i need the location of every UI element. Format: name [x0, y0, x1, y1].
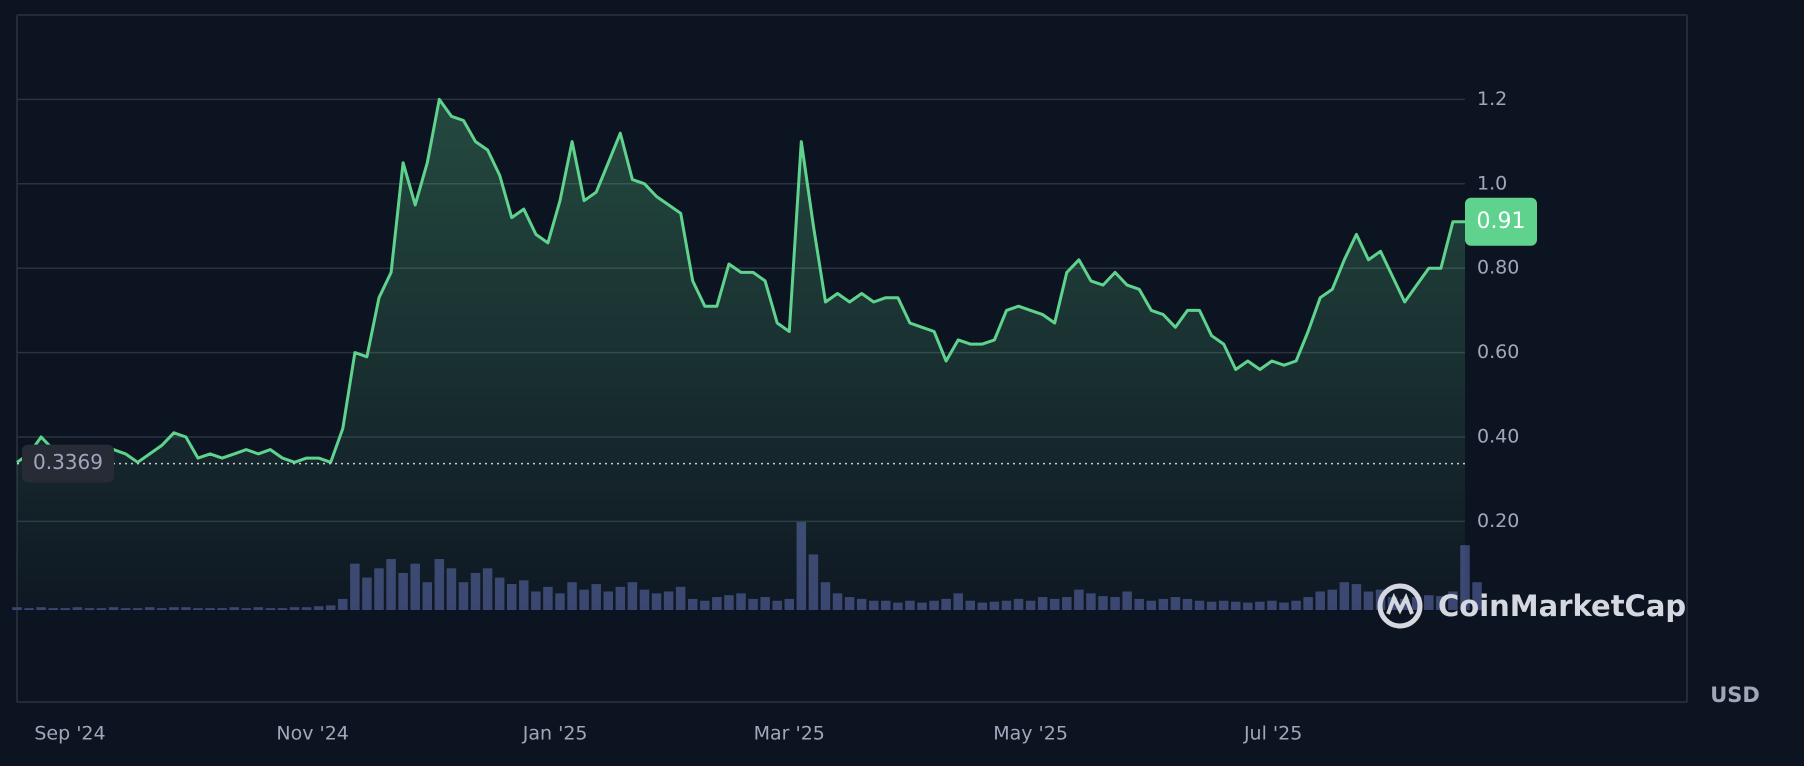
reference-label: 0.3369 — [33, 450, 103, 474]
volume-bar — [1472, 582, 1482, 610]
x-tick-label: Jan '25 — [522, 723, 588, 745]
x-tick-label: Mar '25 — [754, 723, 825, 745]
price-area — [17, 99, 1465, 611]
y-tick-label: 1.0 — [1477, 172, 1507, 194]
x-tick-label: Jul '25 — [1243, 723, 1302, 745]
last-price-label: 0.91 — [1477, 209, 1526, 234]
reference-label-box — [22, 444, 114, 483]
last-price-box — [1465, 197, 1537, 246]
y-tick-label: 0.80 — [1477, 257, 1519, 279]
x-tick-label: Sep '24 — [34, 723, 105, 745]
y-tick-label: 1.2 — [1477, 88, 1507, 110]
currency-label: USD — [1710, 683, 1760, 707]
price-line — [16, 97, 1465, 464]
brand-logo: CoinMarketCap — [1377, 583, 1686, 629]
x-tick-label: Nov '24 — [276, 723, 349, 745]
x-tick-label: May '25 — [993, 723, 1068, 745]
brand-name: CoinMarketCap — [1438, 589, 1686, 623]
y-tick-label: 0.40 — [1477, 425, 1519, 447]
y-tick-label: 0.60 — [1477, 341, 1519, 363]
y-tick-label: 0.20 — [1477, 510, 1519, 532]
